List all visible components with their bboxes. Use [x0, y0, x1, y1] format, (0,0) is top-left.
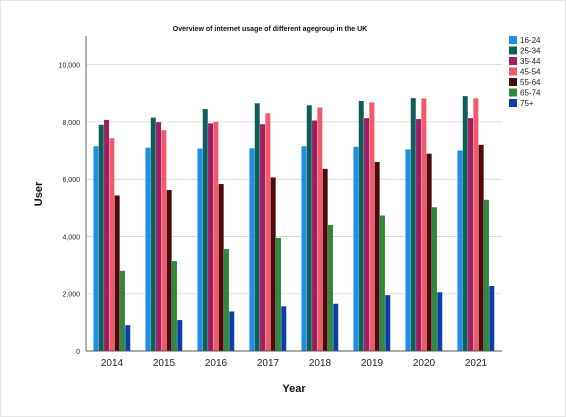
legend-swatch-25-34	[509, 46, 517, 55]
tick-labels: 0 2,000 4,000 6,000 8,000 10,000 2014 2015 2016 2…	[59, 63, 488, 369]
y-tick-label: 2,000	[62, 292, 80, 299]
bar-16-24-2014	[93, 146, 99, 351]
bar-55-64-2017	[270, 177, 276, 351]
bar-16-24-2020	[405, 149, 411, 351]
bar-65-74-2021	[483, 199, 489, 351]
bar-55-64-2020	[426, 153, 432, 351]
bar-16-24-2016	[197, 148, 203, 351]
bar-35-44-2019	[364, 118, 370, 351]
bar-45-54-2018	[317, 107, 323, 351]
bar-45-54-2020	[421, 98, 427, 351]
legend-label-25-34: 25-34	[520, 47, 541, 56]
bar-65-74-2020	[431, 207, 437, 351]
x-tick-label: 2019	[361, 358, 384, 369]
bar-45-54-2014	[109, 138, 115, 351]
bar-35-44-2017	[260, 124, 266, 351]
axes	[85, 36, 502, 352]
x-tick-label: 2017	[257, 358, 280, 369]
bar-35-44-2020	[416, 119, 422, 351]
bar-55-64-2014	[114, 195, 120, 351]
legend-label-35-44: 35-44	[520, 57, 541, 66]
y-tick-label: 0	[76, 349, 80, 356]
legend-label-75+: 75+	[520, 99, 534, 108]
bar-45-54-2019	[369, 102, 375, 351]
bar-65-74-2018	[327, 225, 333, 351]
y-axis-title: User	[33, 181, 45, 206]
bar-25-34-2018	[306, 105, 312, 351]
x-axis-title: Year	[282, 383, 306, 395]
bar-45-54-2017	[265, 113, 271, 352]
bar-65-74-2014	[119, 270, 125, 351]
legend-label-45-54: 45-54	[520, 68, 541, 77]
bar-75+-2020	[437, 292, 443, 351]
bar-35-44-2021	[468, 118, 474, 351]
bar-35-44-2014	[104, 119, 110, 352]
y-tick-label: 4,000	[62, 234, 80, 241]
x-tick-label: 2021	[465, 358, 488, 369]
legend-swatch-35-44	[509, 57, 517, 65]
bar-25-34-2014	[98, 124, 104, 351]
chart-title: Overview of internet usage of different …	[173, 26, 367, 33]
bar-65-74-2015	[171, 261, 177, 351]
legend-swatch-16-24	[509, 36, 517, 44]
legend-swatch-55-64	[509, 78, 517, 86]
bar-35-44-2018	[312, 120, 318, 352]
bar-16-24-2019	[353, 146, 359, 351]
bar-25-34-2021	[462, 96, 468, 352]
x-tick-label: 2016	[205, 358, 228, 369]
legend-label-16-24: 16-24	[520, 36, 541, 45]
bars	[93, 96, 495, 352]
y-tick-label: 8,000	[62, 120, 80, 127]
bar-75+-2014	[125, 325, 131, 351]
bar-65-74-2017	[275, 237, 281, 351]
bar-75+-2015	[177, 320, 183, 351]
bar-25-34-2015	[150, 117, 156, 351]
bar-16-24-2018	[301, 146, 307, 351]
bar-35-44-2015	[156, 122, 162, 351]
legend-swatch-45-54	[509, 67, 517, 76]
x-tick-label: 2018	[309, 358, 332, 369]
legend-label-55-64: 55-64	[520, 78, 541, 87]
bar-16-24-2017	[249, 148, 255, 351]
bar-45-54-2016	[213, 121, 219, 351]
y-tick-label: 6,000	[62, 177, 80, 184]
bar-16-24-2015	[145, 147, 151, 351]
bar-25-34-2020	[410, 98, 416, 352]
bar-75+-2019	[385, 295, 391, 351]
x-tick-label: 2015	[153, 358, 176, 369]
bar-45-54-2015	[161, 130, 167, 351]
bar-55-64-2015	[166, 190, 172, 351]
bar-35-44-2016	[208, 123, 214, 351]
bar-75+-2017	[281, 306, 287, 351]
x-tick-label: 2020	[413, 358, 436, 369]
y-tick-label: 10,000	[59, 63, 81, 70]
bar-55-64-2021	[478, 144, 484, 351]
bar-55-64-2018	[322, 168, 328, 351]
bar-65-74-2016	[223, 249, 229, 351]
bar-75+-2016	[229, 311, 235, 351]
bar-16-24-2021	[457, 150, 463, 351]
bar-45-54-2021	[473, 98, 479, 351]
legend-swatch-65-74	[509, 88, 517, 97]
bar-55-64-2019	[374, 162, 380, 351]
bar-25-34-2017	[254, 103, 260, 351]
bar-25-34-2019	[358, 101, 364, 351]
bar-75+-2018	[333, 303, 339, 351]
bar-75+-2021	[489, 285, 495, 351]
bar-25-34-2016	[202, 109, 208, 351]
bar-65-74-2019	[379, 215, 385, 351]
bar-55-64-2016	[218, 184, 224, 351]
legend-label-65-74: 65-74	[520, 89, 541, 98]
legend-swatch-75+	[509, 99, 517, 107]
x-tick-label: 2014	[101, 358, 124, 369]
